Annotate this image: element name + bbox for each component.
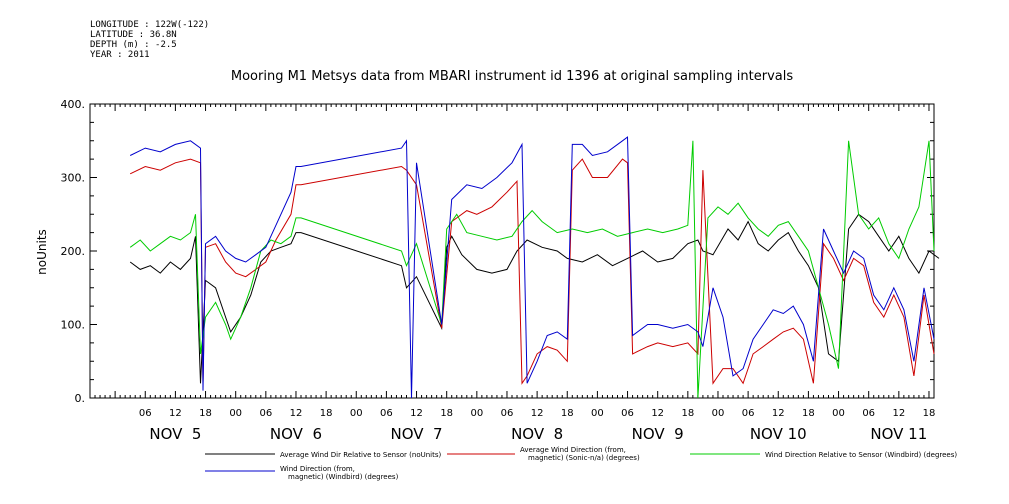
x-tick-label: 18	[681, 408, 694, 419]
year-text: YEAR : 2011	[90, 50, 150, 60]
legend-label-4: Wind Direction (from, magnetic) (Windbird…	[280, 465, 399, 481]
x-tick-label: 00	[712, 408, 725, 419]
x-tick-label: 18	[199, 408, 212, 419]
day-label: NOV 5	[149, 425, 201, 443]
series-line-1	[129, 213, 940, 384]
y-tick-label: 300.	[61, 172, 86, 185]
x-tick-label: 18	[802, 408, 815, 419]
plot-frame	[89, 103, 935, 399]
day-label: NOV 8	[511, 425, 563, 443]
x-tick-label: 18	[440, 408, 453, 419]
legend-label-3: Wind Direction Relative to Sensor (Windb…	[765, 451, 957, 459]
series-layer	[129, 136, 940, 399]
day-label: NOV 11	[870, 425, 927, 443]
depth-text: DEPTH (m) : -2.5	[90, 40, 177, 50]
x-tick-label: 18	[561, 408, 574, 419]
x-tick-label: 00	[591, 408, 604, 419]
x-tick-label: 00	[470, 408, 483, 419]
series-line-4	[129, 136, 935, 399]
day-label: NOV 9	[632, 425, 684, 443]
x-tick-label: 06	[139, 408, 152, 419]
x-tick-label: 12	[410, 408, 423, 419]
x-tick-label: 06	[742, 408, 755, 419]
x-tick-label: 06	[501, 408, 514, 419]
legend-label-2: Average Wind Direction (from, magnetic) (…	[520, 446, 640, 462]
series-line-3	[129, 140, 935, 399]
y-tick-label: 100.	[61, 319, 86, 332]
x-tick-label: 06	[259, 408, 272, 419]
legend: Average Wind Dir Relative to Sensor (noU…	[205, 446, 957, 481]
legend-label-1: Average Wind Dir Relative to Sensor (noU…	[280, 451, 441, 459]
x-tick-label: 00	[832, 408, 845, 419]
y-axis-label: noUnits	[35, 229, 49, 275]
longitude-text: LONGITUDE : 122W(-122)	[90, 20, 210, 30]
station-metadata: LONGITUDE : 122W(-122) LATITUDE : 36.8N …	[90, 20, 209, 60]
chart-title: Mooring M1 Metsys data from MBARI instru…	[231, 69, 793, 84]
y-tick-label: 0.	[75, 392, 86, 405]
x-tick-label: 12	[772, 408, 785, 419]
day-label: NOV 10	[750, 425, 807, 443]
x-tick-label: 06	[621, 408, 634, 419]
x-tick-label: 00	[229, 408, 242, 419]
x-tick-label: 06	[862, 408, 875, 419]
x-tick-label: 12	[169, 408, 182, 419]
latitude-text: LATITUDE : 36.8N	[90, 30, 177, 40]
x-tick-label: 06	[380, 408, 393, 419]
x-tick-label: 18	[923, 408, 936, 419]
x-tick-label: 12	[892, 408, 905, 419]
y-tick-label: 400.	[61, 98, 86, 111]
series-line-2	[129, 158, 935, 385]
x-tick-label: 00	[350, 408, 363, 419]
x-tick-label: 18	[320, 408, 333, 419]
x-tick-label: 12	[531, 408, 544, 419]
axes: 0. 100. 200. 300. 400. 06 12 18 00 06 12 18 00 06 12 18…	[61, 98, 936, 443]
y-tick-label: 200.	[61, 245, 86, 258]
day-label: NOV 6	[270, 425, 322, 443]
x-tick-label: 12	[290, 408, 303, 419]
day-label: NOV 7	[390, 425, 442, 443]
x-tick-label: 12	[651, 408, 664, 419]
